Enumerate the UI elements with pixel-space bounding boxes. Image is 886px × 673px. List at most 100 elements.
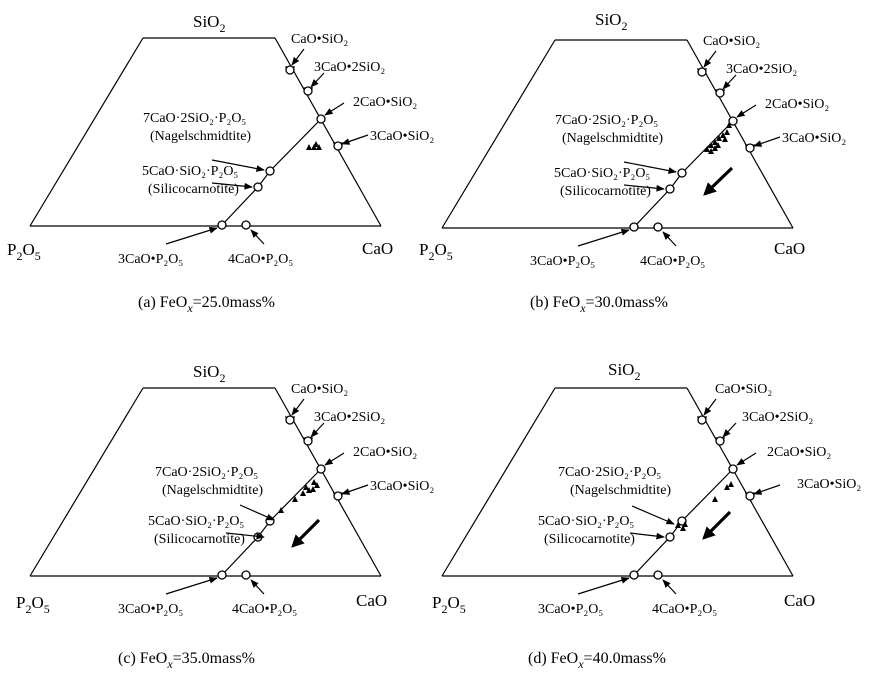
- compound-label: 7CaO·2SiO₂·P₂O₅: [155, 465, 258, 480]
- diagram-line: [629, 532, 665, 540]
- diagram-line: O: [31, 593, 43, 612]
- diagram-line: [662, 579, 677, 595]
- diagram-line: [221, 468, 322, 576]
- tick-marks: [285, 66, 343, 144]
- diagram-line: 2: [621, 19, 627, 33]
- compound-label: 7CaO·2SiO₂·P₂O₅: [558, 465, 661, 480]
- compound-points: [629, 415, 755, 580]
- diagram-line: c: [123, 650, 130, 667]
- diagram-line: [633, 468, 734, 576]
- diagram-line: (: [118, 650, 123, 667]
- diagram-line: x: [577, 657, 584, 671]
- diagram-line: ) FeO: [150, 294, 187, 311]
- compound-point: [629, 222, 639, 232]
- vertex-sio2: SiO2: [193, 12, 225, 35]
- diagram-line: [662, 231, 677, 247]
- sample-triangle: [724, 484, 730, 490]
- compound-label: CaO•SiO₂: [715, 382, 772, 397]
- diagram-line: SiO: [608, 360, 634, 379]
- compound-point: [697, 67, 707, 77]
- compound-point: [285, 415, 295, 425]
- diagram-line: [211, 182, 253, 190]
- compound-label: (Nagelschmidtite): [570, 483, 671, 498]
- compound-label: 7CaO·2SiO₂·P₂O₅: [555, 113, 658, 128]
- diagram-line: d: [533, 650, 541, 667]
- diagram-line: [577, 398, 781, 595]
- sample-triangle: [712, 139, 718, 145]
- sample-triangle: [303, 484, 309, 490]
- compound-label: 3CaO•SiO₂: [782, 131, 846, 146]
- diagram-line: [441, 39, 556, 229]
- sample-triangle: [728, 481, 734, 487]
- diagram-line: [703, 50, 717, 68]
- compound-point: [241, 570, 251, 580]
- diagram-line: [324, 102, 345, 116]
- diagram-line: SiO: [193, 362, 219, 381]
- diagram-line: SiO: [193, 12, 219, 31]
- compound-point: [728, 464, 738, 474]
- compound-label: (Silicocarnotite): [560, 184, 651, 199]
- compound-point: [241, 220, 251, 230]
- vertex-sio2: SiO2: [595, 10, 627, 33]
- diagram-panel-d: SiO2 P2O5 CaO CaO•SiO₂ 3CaO•2SiO₂ 2CaO•S…: [432, 360, 861, 671]
- compound-label: 3CaO•P₂O₅: [530, 254, 595, 269]
- diagram-line: 2: [634, 369, 640, 383]
- sample-triangle: [708, 148, 714, 154]
- sample-triangle: [722, 136, 728, 142]
- compound-label: 4CaO•P₂O₅: [640, 254, 705, 269]
- caption: (c) FeOx=35.0mass%: [118, 650, 255, 671]
- compound-point: [316, 114, 326, 124]
- compound-label: 2CaO•SiO₂: [765, 97, 829, 112]
- diagram-line: 5: [35, 249, 41, 263]
- compound-label: 3CaO•SiO₂: [797, 477, 861, 492]
- label-c7sp: 7CaO·2SiO₂·P₂O₅: [143, 111, 246, 126]
- caption: (b) FeOx=30.0mass%: [530, 294, 668, 315]
- label-cs: CaO•SiO₂: [291, 32, 348, 47]
- compound-point: [303, 436, 313, 446]
- diagram-line: [310, 422, 325, 438]
- boundary-left: [29, 37, 144, 227]
- diagram-line: x: [579, 301, 586, 315]
- sample-triangle: [726, 122, 732, 128]
- compound-label: 3CaO•2SiO₂: [742, 410, 813, 425]
- diagram-line: [722, 74, 737, 90]
- trend-arrow: [291, 518, 321, 548]
- diagram-line: ) FeO: [543, 294, 580, 311]
- sample-triangle: [675, 522, 681, 528]
- compound-point: [333, 141, 343, 151]
- diagram-line: O: [447, 593, 459, 612]
- diagram-line: 5: [447, 249, 453, 263]
- diagram-line: (: [528, 650, 533, 667]
- diagram-line: [341, 134, 369, 145]
- sample-triangle: [715, 142, 721, 148]
- vertex-cao: CaO: [362, 239, 393, 258]
- diagram-line: [623, 161, 677, 174]
- diagram-line: [310, 72, 325, 88]
- diagram-line: (: [138, 294, 143, 311]
- sample-triangle: [306, 144, 312, 150]
- sample-triangle: [704, 146, 710, 152]
- compound-point: [303, 86, 313, 96]
- compound-point: [665, 184, 675, 194]
- label-c3s2: 3CaO•2SiO₂: [314, 60, 385, 75]
- sample-triangles: [278, 479, 320, 513]
- diagram-line: 2: [219, 371, 225, 385]
- sample-triangle: [708, 142, 714, 148]
- diagram-line: 2: [441, 602, 447, 616]
- compound-point: [217, 220, 227, 230]
- diagram-line: [577, 50, 781, 247]
- label-silicocarnotite: (Silicocarnotite): [148, 182, 239, 197]
- sample-triangles: [306, 141, 322, 150]
- vertex-cao: CaO: [774, 239, 805, 258]
- sample-triangle: [682, 521, 688, 527]
- sample-triangle: [292, 496, 298, 502]
- compound-point: [728, 116, 738, 126]
- diagram-line: [324, 452, 345, 466]
- diagram-panel-a: SiO2 P2O5 CaO CaO•SiO₂ 3CaO•2SiO₂ 2CaO•S…: [7, 12, 434, 315]
- compound-point: [653, 570, 663, 580]
- caption: (d) FeOx=40.0mass%: [528, 650, 666, 671]
- diagram-line: [736, 452, 757, 466]
- diagram-line: [441, 387, 556, 577]
- compound-points: [217, 65, 343, 230]
